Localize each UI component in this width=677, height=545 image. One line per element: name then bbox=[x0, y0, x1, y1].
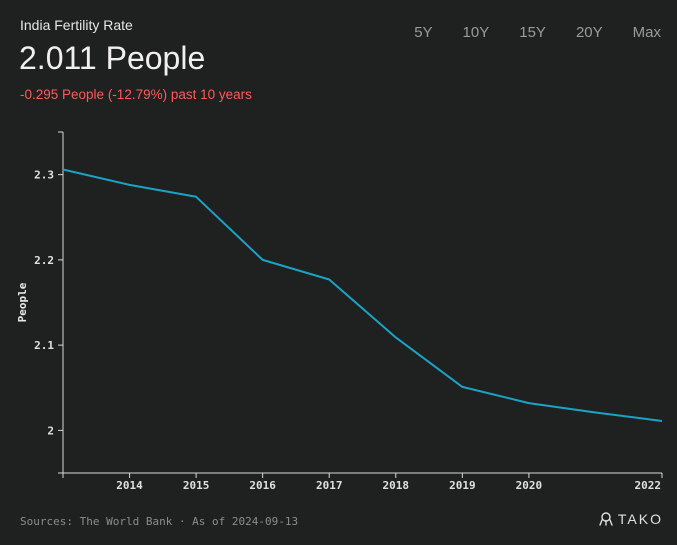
chart-marks bbox=[62, 168, 663, 422]
current-value: 2.011 People bbox=[19, 40, 206, 76]
tako-brand[interactable]: TAKO bbox=[598, 511, 663, 527]
x-tick-label: 2022 bbox=[635, 479, 662, 492]
y-tick-label: 2 bbox=[47, 424, 54, 437]
x-tick-label: 2014 bbox=[116, 479, 143, 492]
tako-logo-icon bbox=[599, 512, 613, 526]
range-20y-button[interactable]: 20Y bbox=[575, 24, 603, 41]
brand-name: TAKO bbox=[617, 511, 663, 527]
chart-axes: 2 2.1 2.2 2.3 2014 2015 2016 2017 2018 2019 2020 20… bbox=[16, 131, 663, 492]
range-15y-button[interactable]: 15Y bbox=[519, 24, 546, 41]
series-line-0 bbox=[62, 168, 663, 422]
range-max-button[interactable]: Max bbox=[632, 24, 661, 41]
y-tick-label: 2.1 bbox=[34, 339, 54, 352]
y-axis-label: People bbox=[16, 282, 29, 322]
range-10y-button[interactable]: 10Y bbox=[462, 24, 490, 41]
source-note: Sources: The World Bank · As of 2024-09-… bbox=[20, 515, 299, 528]
x-tick-label: 2018 bbox=[383, 479, 410, 492]
range-5y-button[interactable]: 5Y bbox=[414, 24, 433, 41]
x-tick-label: 2019 bbox=[449, 479, 476, 492]
time-range-selector: 5Y 10Y 15Y 20Y Max bbox=[414, 24, 661, 41]
y-tick-label: 2.3 bbox=[34, 169, 54, 182]
x-tick-label: 2017 bbox=[316, 479, 343, 492]
chart-title: India Fertility Rate bbox=[20, 17, 133, 33]
change-summary: -0.295 People (-12.79%) past 10 years bbox=[20, 87, 252, 102]
x-tick-label: 2015 bbox=[183, 479, 210, 492]
x-tick-label: 2016 bbox=[249, 479, 276, 492]
y-tick-label: 2.2 bbox=[34, 254, 54, 267]
x-tick-label: 2020 bbox=[516, 479, 543, 492]
